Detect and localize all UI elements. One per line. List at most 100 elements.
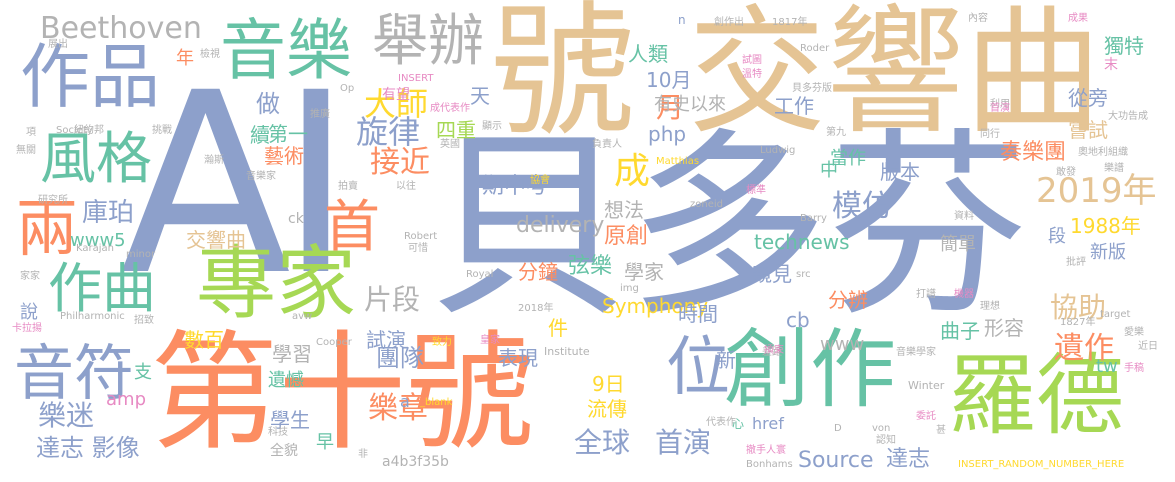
word: von xyxy=(872,423,891,434)
word: 差距 xyxy=(762,347,782,358)
word: 學家 xyxy=(624,260,664,284)
word: 標準 xyxy=(746,185,766,196)
word: 做 xyxy=(256,90,280,118)
word: 批評 xyxy=(1066,257,1086,268)
word: Source xyxy=(798,448,874,473)
word: 月 xyxy=(656,91,685,124)
word: 藝術 xyxy=(264,144,304,168)
word: 致力 xyxy=(432,337,452,348)
word: 遺作 xyxy=(1054,331,1114,366)
word: 大師 xyxy=(364,85,429,123)
word: 分鐘 xyxy=(518,260,558,284)
word: 簡單 xyxy=(940,234,976,255)
word: 天 xyxy=(470,84,490,108)
word: 挑戰 xyxy=(152,125,172,136)
word: 成代表作 xyxy=(430,103,470,114)
word: 摃束 xyxy=(764,345,784,356)
word: technews xyxy=(754,230,850,254)
word: 位 xyxy=(666,331,730,405)
word: 第十號 xyxy=(150,319,535,468)
word: a xyxy=(400,392,410,411)
word: 庫珀 xyxy=(82,198,135,228)
word: 樂迷 xyxy=(38,399,95,432)
word: 甚 xyxy=(936,425,946,436)
word: 拍賣 xyxy=(338,181,358,192)
word: 展出 xyxy=(48,39,68,50)
word: 卡拉揚 xyxy=(12,323,42,334)
word: 弦樂 xyxy=(568,254,613,279)
word: 支 xyxy=(134,362,152,383)
word: php xyxy=(648,122,687,146)
word: 第九 xyxy=(826,127,846,138)
word: Karajan xyxy=(76,243,114,254)
word: 樂章 xyxy=(368,391,428,426)
word: 年 xyxy=(176,48,194,69)
word: 瀚斯 xyxy=(204,155,224,166)
word: 新 xyxy=(716,348,736,372)
word: 交響曲 xyxy=(688,0,1103,153)
word: 以往 xyxy=(396,181,416,192)
word: 學習 xyxy=(272,342,312,366)
word: 1827年 xyxy=(1060,317,1096,328)
word: href xyxy=(752,414,784,433)
word: 件 xyxy=(548,316,568,340)
word: 大功告成 xyxy=(1108,111,1148,122)
word: 當作 xyxy=(830,148,866,169)
word: 顯示 xyxy=(482,121,502,132)
word: 期中考 xyxy=(482,174,549,199)
word: 手稿 xyxy=(1124,363,1144,374)
word: 創作出 xyxy=(714,17,744,28)
word: 作曲 xyxy=(48,257,156,320)
word: 敢發 xyxy=(1056,167,1076,178)
word: amp xyxy=(106,389,146,410)
word: 原創 xyxy=(604,224,649,249)
word: 工作 xyxy=(774,94,814,118)
word: n xyxy=(678,13,686,27)
word: 早 xyxy=(316,432,334,453)
word: 試演 xyxy=(366,328,406,352)
word: www xyxy=(820,334,865,355)
word: 心 xyxy=(732,417,745,431)
word: Symphony xyxy=(602,294,709,318)
word: Bonhams xyxy=(746,459,793,470)
word: 中 xyxy=(820,160,838,181)
word: 近日 xyxy=(1138,341,1158,352)
word: 分辨 xyxy=(828,288,868,312)
word: 檢視 xyxy=(200,49,220,60)
word: 樂譜 xyxy=(1104,163,1124,174)
word: 首演 xyxy=(990,103,1010,114)
word: 溫特 xyxy=(742,69,762,80)
word: 英國 xyxy=(440,139,460,150)
word: 從旁 xyxy=(1068,86,1108,110)
word: 研究所 xyxy=(38,195,68,206)
word: 兩 xyxy=(16,192,79,265)
word: 想法 xyxy=(604,198,644,222)
word: 撤手人寰 xyxy=(746,445,786,456)
word: 作品 xyxy=(20,36,160,118)
word: Philharmonic xyxy=(60,311,125,322)
word: 紐約邦 xyxy=(74,125,104,136)
word: 首演 xyxy=(655,426,712,459)
word: D xyxy=(834,423,842,434)
word: 推廣 xyxy=(310,109,330,120)
word: target xyxy=(1100,309,1131,320)
word: 非 xyxy=(358,449,368,460)
word: delivery xyxy=(516,213,605,238)
word: 首 xyxy=(324,195,380,260)
word: 9日 xyxy=(592,372,625,396)
word: Institute xyxy=(544,345,590,358)
word: INSERT_RANDOM_NUMBER_HERE xyxy=(958,459,1125,470)
word: Roder xyxy=(800,43,830,54)
word: a4b3f35b xyxy=(382,454,449,470)
word: 負責人 xyxy=(592,139,622,150)
word: 版本 xyxy=(880,160,920,184)
word: Matthias xyxy=(656,156,700,167)
word: 達志 影像 xyxy=(36,434,140,462)
word: 奧地利組織 xyxy=(1078,147,1128,158)
word: 號 xyxy=(490,0,635,157)
word: 2019年 xyxy=(1036,171,1157,211)
word: 學生 xyxy=(270,408,310,432)
word: 理想 xyxy=(980,301,1000,312)
word: 貝多芬 xyxy=(428,111,1029,344)
